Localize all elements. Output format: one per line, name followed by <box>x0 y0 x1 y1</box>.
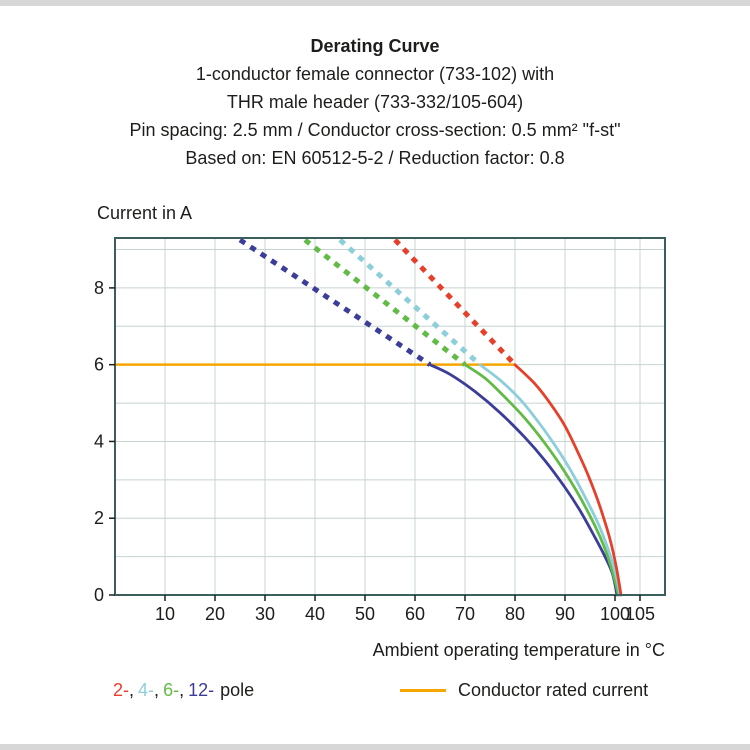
svg-text:4: 4 <box>94 431 104 451</box>
svg-text:30: 30 <box>255 604 275 624</box>
top-border <box>0 0 750 6</box>
y-axis-title: Current in A <box>97 203 193 223</box>
svg-text:90: 90 <box>555 604 575 624</box>
svg-text:2: 2 <box>94 508 104 528</box>
legend-pole-suffix: pole <box>220 680 255 700</box>
svg-text:70: 70 <box>455 604 475 624</box>
x-axis-label: Ambient operating temperature in °C <box>372 640 665 660</box>
svg-text:0: 0 <box>94 585 104 605</box>
legend-item-2pole: 2- <box>113 680 130 700</box>
svg-text:8: 8 <box>94 278 104 298</box>
svg-text:100: 100 <box>600 604 630 624</box>
bottom-border <box>0 744 750 750</box>
legend-separator: , <box>179 680 185 700</box>
rated-current-swatch <box>400 689 446 692</box>
legend-item-12pole: 12- <box>188 680 215 700</box>
svg-text:50: 50 <box>355 604 375 624</box>
svg-text:60: 60 <box>405 604 425 624</box>
subtitle-line-3: Pin spacing: 2.5 mm / Conductor cross-se… <box>129 120 621 140</box>
rated-current-legend: Conductor rated current <box>400 680 648 701</box>
chart-title: Derating Curve <box>310 36 440 56</box>
legend-item-4pole: 4- <box>138 680 155 700</box>
pole-legend: 2-, 4-, 6-, 12- pole <box>113 680 254 701</box>
chart-header: Derating Curve 1-conductor female connec… <box>0 32 750 172</box>
rated-current-label: Conductor rated current <box>458 680 649 700</box>
subtitle-line-2: THR male header (733-332/105-604) <box>226 92 524 112</box>
svg-text:20: 20 <box>205 604 225 624</box>
legend-item-6pole: 6- <box>163 680 180 700</box>
subtitle-line-4: Based on: EN 60512-5-2 / Reduction facto… <box>185 148 565 168</box>
svg-text:40: 40 <box>305 604 325 624</box>
svg-text:105: 105 <box>625 604 655 624</box>
legend-separator: , <box>129 680 135 700</box>
legend-separator: , <box>154 680 160 700</box>
svg-text:80: 80 <box>505 604 525 624</box>
derating-chart: 10 20 30 40 50 60 70 80 90 100 105 0 2 4 6 8 <box>70 232 720 637</box>
svg-text:6: 6 <box>94 355 104 375</box>
svg-text:10: 10 <box>155 604 175 624</box>
subtitle-line-1: 1-conductor female connector (733-102) w… <box>195 64 555 84</box>
